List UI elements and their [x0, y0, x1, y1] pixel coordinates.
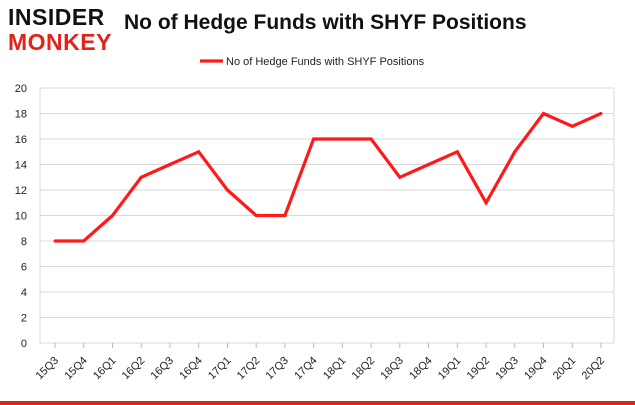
data-point — [599, 112, 603, 115]
data-point — [340, 137, 344, 141]
data-point — [570, 124, 574, 128]
x-tick-label: 18Q2 — [350, 355, 378, 383]
data-point — [168, 163, 172, 166]
legend-label: No of Hedge Funds with SHYF Positions — [226, 56, 425, 68]
data-point — [254, 214, 258, 217]
y-tick-label: 8 — [21, 236, 27, 248]
y-tick-label: 2 — [21, 313, 27, 325]
y-tick-label: 6 — [21, 262, 27, 274]
x-tick-label: 15Q4 — [62, 355, 90, 383]
insider-monkey-logo: INSIDER MONKEY — [8, 4, 116, 54]
x-tick-label: 20Q1 — [551, 355, 579, 383]
x-tick-label: 19Q4 — [522, 355, 550, 383]
data-point — [484, 201, 488, 205]
y-tick-label: 14 — [15, 160, 27, 172]
data-point — [513, 150, 517, 154]
data-point — [53, 239, 57, 243]
logo-line-2: MONKEY — [8, 29, 112, 55]
data-point — [110, 214, 114, 217]
x-tick-label: 17Q4 — [292, 355, 320, 383]
x-tick-label: 17Q1 — [206, 355, 234, 383]
data-point — [398, 175, 402, 179]
x-tick-label: 17Q3 — [263, 355, 291, 383]
y-tick-label: 16 — [15, 134, 27, 146]
y-tick-label: 4 — [21, 287, 27, 299]
y-tick-label: 10 — [15, 211, 27, 223]
x-tick-label: 18Q1 — [321, 355, 349, 383]
data-point — [312, 137, 316, 141]
x-tick-label: 18Q3 — [378, 355, 406, 383]
x-tick-label: 19Q1 — [436, 355, 464, 383]
x-tick-label: 20Q2 — [580, 355, 608, 383]
chart-title: No of Hedge Funds with SHYF Positions — [124, 11, 527, 34]
data-point — [82, 239, 86, 243]
series-line — [55, 111, 602, 243]
x-tick-label: 15Q3 — [34, 355, 62, 383]
data-point — [369, 137, 373, 141]
data-point — [139, 175, 143, 179]
data-point — [542, 112, 546, 115]
y-tick-label: 12 — [15, 185, 27, 197]
x-tick-label: 16Q3 — [149, 355, 177, 383]
y-tick-label: 0 — [21, 338, 27, 350]
x-tick-label: 16Q1 — [91, 355, 119, 383]
logo-line-1: INSIDER — [8, 4, 105, 30]
y-tick-label: 20 — [15, 83, 27, 95]
data-point — [455, 150, 459, 154]
data-point — [197, 150, 201, 154]
y-tick-label: 18 — [15, 109, 27, 121]
x-tick-label: 19Q2 — [465, 355, 493, 383]
x-tick-label: 16Q4 — [177, 355, 205, 383]
x-tick-label: 19Q3 — [493, 355, 521, 383]
x-tick-label: 18Q4 — [407, 355, 435, 383]
data-point — [283, 214, 287, 217]
data-point — [427, 163, 431, 166]
x-tick-label: 16Q2 — [120, 355, 148, 383]
data-point — [225, 188, 229, 192]
x-tick-label: 17Q2 — [235, 355, 263, 383]
